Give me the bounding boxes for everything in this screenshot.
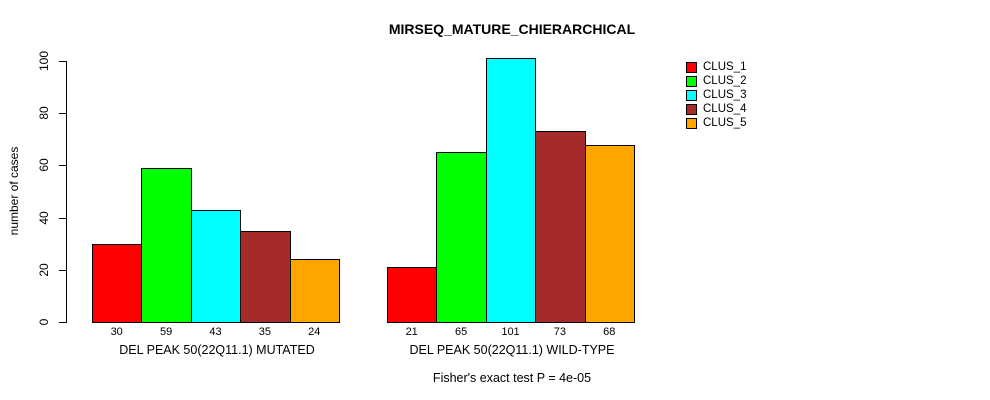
bar-clus_1-group2 bbox=[387, 267, 438, 323]
y-tick-0 bbox=[59, 322, 66, 323]
legend-swatch-clus_2 bbox=[686, 75, 697, 87]
group-label-mutated: DEL PEAK 50(22Q11.1) MUTATED bbox=[119, 343, 315, 357]
legend-swatch-clus_5 bbox=[686, 117, 697, 129]
bar-clus_2-group1 bbox=[141, 168, 192, 323]
bar-clus_1-group1 bbox=[92, 243, 143, 323]
legend-label-clus_2: CLUS_2 bbox=[703, 75, 747, 87]
y-tick-80 bbox=[59, 113, 66, 115]
bar-clus_2-group2 bbox=[436, 152, 487, 323]
bar-clus_5-group1 bbox=[289, 259, 340, 323]
fisher-test-annotation: Fisher's exact test P = 4e-05 bbox=[432, 371, 592, 385]
y-tick-label-60: 60 bbox=[37, 158, 51, 173]
bar-value-clus_3-group1: 43 bbox=[209, 326, 222, 338]
bar-value-clus_1-group2: 21 bbox=[405, 326, 418, 338]
y-tick-40 bbox=[59, 217, 66, 219]
legend-label-clus_1: CLUS_1 bbox=[703, 61, 747, 73]
bar-value-clus_3-group2: 101 bbox=[501, 326, 520, 338]
bar-value-clus_1-group1: 30 bbox=[110, 326, 123, 338]
bar-clus_4-group2 bbox=[535, 131, 586, 323]
y-tick-label-40: 40 bbox=[37, 210, 51, 225]
chart-title: MIRSEQ_MATURE_CHIERARCHICAL bbox=[388, 21, 636, 37]
bar-value-clus_4-group1: 35 bbox=[258, 326, 272, 338]
y-tick-20 bbox=[59, 269, 66, 271]
legend-label-clus_4: CLUS_4 bbox=[703, 103, 747, 115]
y-axis-label: number of cases bbox=[7, 146, 21, 236]
bar-clus_3-group2 bbox=[485, 58, 537, 323]
y-tick-60 bbox=[59, 165, 66, 167]
y-tick-label-80: 80 bbox=[37, 106, 51, 120]
legend-swatch-clus_1 bbox=[686, 61, 697, 73]
y-tick-label-100: 100 bbox=[37, 50, 51, 72]
bar-value-clus_5-group1: 24 bbox=[308, 326, 321, 338]
y-tick-100 bbox=[59, 61, 66, 62]
bar-clus_5-group2 bbox=[584, 144, 635, 323]
legend-label-clus_5: CLUS_5 bbox=[703, 117, 747, 129]
bar-value-clus_5-group2: 68 bbox=[603, 326, 616, 338]
y-tick-label-20: 20 bbox=[37, 263, 51, 277]
legend: CLUS_1 CLUS_2 CLUS_3 CLUS_4 CLUS_5 bbox=[686, 60, 746, 130]
y-tick-label-0: 0 bbox=[37, 318, 51, 326]
legend-row-clus_2: CLUS_2 bbox=[686, 74, 746, 88]
y-axis-line bbox=[66, 61, 67, 323]
legend-row-clus_5: CLUS_5 bbox=[686, 116, 746, 130]
bar-value-clus_2-group2: 65 bbox=[454, 326, 468, 338]
legend-row-clus_3: CLUS_3 bbox=[686, 88, 746, 102]
group-label-wild-type: DEL PEAK 50(22Q11.1) WILD-TYPE bbox=[409, 343, 615, 357]
bar-clus_4-group1 bbox=[240, 230, 291, 323]
legend-swatch-clus_4 bbox=[686, 103, 697, 115]
bar-clus_3-group1 bbox=[190, 209, 242, 323]
legend-row-clus_1: CLUS_1 bbox=[686, 60, 746, 74]
bar-value-clus_2-group1: 59 bbox=[159, 326, 173, 338]
bar-value-clus_4-group2: 73 bbox=[553, 326, 567, 338]
legend-row-clus_4: CLUS_4 bbox=[686, 102, 746, 116]
legend-swatch-clus_3 bbox=[686, 89, 697, 101]
legend-label-clus_3: CLUS_3 bbox=[703, 89, 747, 101]
